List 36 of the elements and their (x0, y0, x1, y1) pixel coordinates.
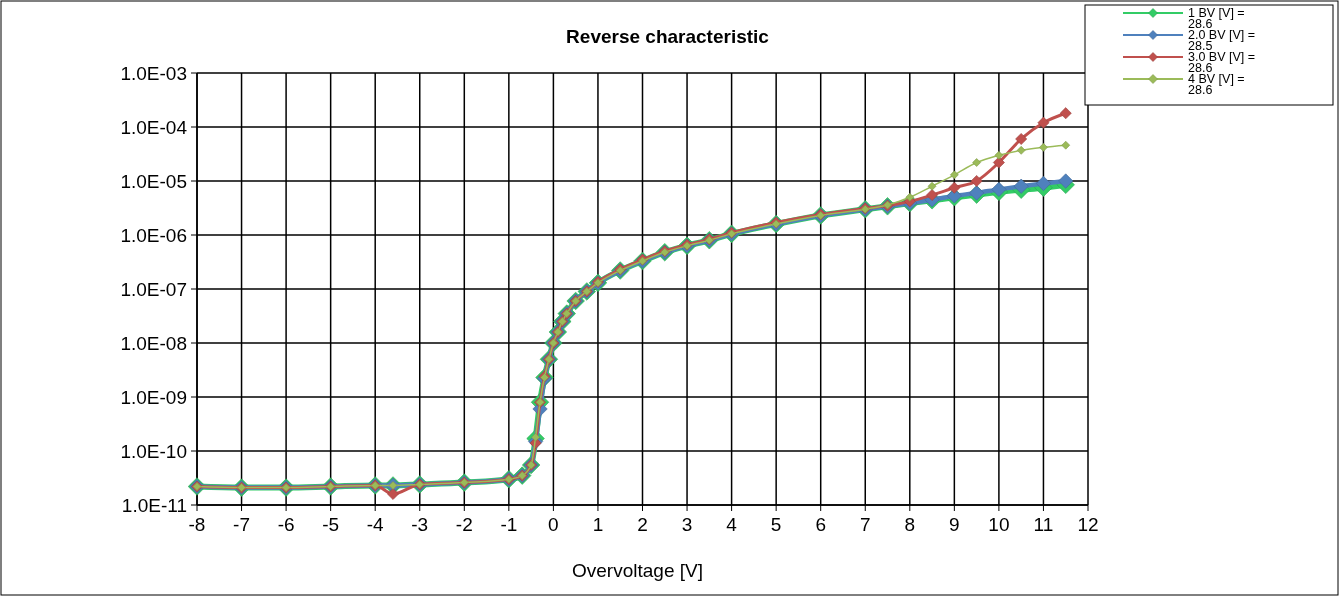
x-tick-label: 2 (637, 514, 648, 535)
y-tick-label: 1.0E-05 (120, 171, 187, 192)
x-tick-label: 10 (988, 514, 1010, 535)
x-tick-label: 1 (592, 514, 604, 535)
legend-label: 2.0 BV [V] = 28.5 (1188, 28, 1256, 53)
x-tick-label: 3 (681, 514, 693, 535)
x-tick-label: -5 (322, 514, 340, 535)
y-tick-label: 1.0E-06 (120, 225, 187, 246)
y-tick-label: 1.0E-10 (120, 441, 187, 462)
x-tick-label: 6 (815, 514, 826, 535)
x-tick-label: 4 (726, 514, 738, 535)
x-tick-label: -1 (500, 514, 518, 535)
x-tick-label: -8 (188, 514, 206, 535)
legend-label: 1 BV [V] = 28.6 (1188, 6, 1245, 31)
x-tick-label: 8 (904, 514, 916, 535)
y-tick-label: 1.0E-09 (120, 387, 187, 408)
y-tick-label: 1.0E-03 (120, 63, 187, 84)
y-tick-label: 1.0E-11 (121, 495, 187, 516)
chart-title: Reverse characteristic (566, 26, 770, 47)
x-tick-label: 5 (770, 514, 782, 535)
x-tick-label: -2 (455, 514, 473, 535)
x-axis-title: Overvoltage [V] (572, 560, 703, 581)
x-tick-label: 7 (859, 514, 871, 535)
x-tick-label: 11 (1033, 514, 1054, 535)
x-tick-label: -4 (366, 514, 385, 535)
legend-label: 3.0 BV [V] = 28.6 (1188, 50, 1256, 75)
y-tick-label: 1.0E-07 (120, 279, 187, 300)
y-tick-label: 1.0E-08 (120, 333, 187, 354)
x-tick-label: -6 (277, 514, 295, 535)
x-tick-label: 9 (949, 514, 960, 535)
x-tick-label: -7 (233, 514, 250, 535)
x-tick-label: 0 (548, 514, 559, 535)
y-tick-label: 1.0E-04 (120, 117, 188, 138)
x-tick-label: 12 (1077, 514, 1099, 535)
legend-label: 4 BV [V] = 28.6 (1188, 72, 1245, 97)
x-tick-label: -3 (411, 514, 429, 535)
